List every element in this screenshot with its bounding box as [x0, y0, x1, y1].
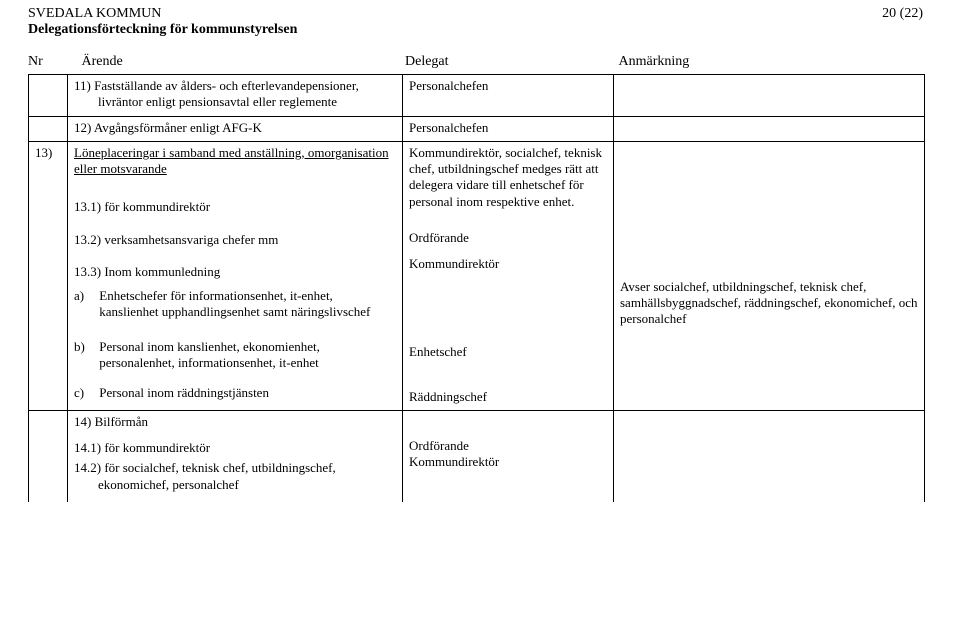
cell-anm-empty	[614, 435, 925, 502]
marker: c)	[74, 385, 96, 401]
sub-13-b: b) Personal inom kanslienhet, ekonomienh…	[74, 339, 396, 372]
cell-delegat: Ordförande Kommundirektör	[403, 435, 614, 502]
arende-text: 12) Avgångsförmåner enligt AFG-K	[74, 120, 396, 136]
delegat-14-1: Ordförande	[409, 438, 607, 454]
row-num-blank	[29, 435, 68, 502]
text: verksamhetsansvariga chefer mm	[104, 232, 278, 247]
table-row: 14) Bilförmån	[29, 410, 925, 435]
sub-13-1: 13.1) för kommundirektör	[74, 199, 396, 215]
text: för socialchef, teknisk chef, utbildning…	[98, 460, 336, 491]
cell-arende: 14) Bilförmån	[68, 410, 403, 435]
text: för kommundirektör	[104, 440, 210, 455]
cell-anm	[614, 116, 925, 141]
marker: 13.2)	[74, 232, 101, 247]
page-number: 20 (22)	[882, 6, 923, 22]
sub-13-2: 13.2) verksamhetsansvariga chefer mm	[74, 232, 396, 248]
col-nr: Nr	[28, 54, 78, 70]
delegat-13-c: Räddningschef	[409, 389, 607, 405]
sub-14-1: 14.1) för kommundirektör 14.2) för socia…	[74, 440, 396, 493]
sub-13-3: 13.3) Inom kommunledning	[74, 264, 396, 280]
delegat-13-top: Kommundirektör, socialchef, teknisk chef…	[409, 145, 607, 210]
table-row: 11) Fastställande av ålders- och efterle…	[29, 75, 925, 117]
arende-text: 14) Bilförmån	[74, 414, 396, 430]
cell-delegat-empty	[403, 410, 614, 435]
doc-header: SVEDALA KOMMUN Delegationsförteckning fö…	[28, 6, 297, 38]
col-arende: Ärende	[82, 54, 402, 70]
sub-13-c: c) Personal inom räddningstjänsten	[74, 385, 396, 401]
marker: 13.1)	[74, 199, 101, 214]
arende-text: 11) Fastställande av ålders- och efterle…	[74, 78, 396, 111]
table-row: 14.1) för kommundirektör 14.2) för socia…	[29, 435, 925, 502]
cell-anm-empty	[614, 410, 925, 435]
marker: 14.2)	[74, 460, 101, 475]
marker: 13.3)	[74, 264, 101, 279]
cell-arende: Löneplaceringar i samband med anställnin…	[68, 141, 403, 410]
cell-delegat: Kommundirektör, socialchef, teknisk chef…	[403, 141, 614, 410]
marker: b)	[74, 339, 96, 355]
sub-13-a: a) Enhetschefer för informationsenhet, i…	[74, 288, 396, 321]
r13-underlined: Löneplaceringar i samband med anställnin…	[74, 145, 389, 176]
delegat-13-b: Enhetschef	[409, 344, 607, 360]
r13-intro: Löneplaceringar i samband med anställnin…	[74, 145, 396, 178]
cell-arende: 11) Fastställande av ålders- och efterle…	[68, 75, 403, 117]
marker: 14.1)	[74, 440, 101, 455]
delegat-13-2: Ordförande	[409, 230, 607, 246]
org-name: SVEDALA KOMMUN	[28, 6, 297, 22]
cell-anm: Avser socialchef, utbildningschef, tekni…	[614, 141, 925, 410]
row-num: 13)	[29, 141, 68, 410]
column-headers: Nr Ärende Delegat Anmärkning	[28, 54, 931, 70]
cell-arende: 12) Avgångsförmåner enligt AFG-K	[68, 116, 403, 141]
text: Personal inom räddningstjänsten	[99, 385, 387, 401]
cell-arende: 14.1) för kommundirektör 14.2) för socia…	[68, 435, 403, 502]
table-row: 12) Avgångsförmåner enligt AFG-K Persona…	[29, 116, 925, 141]
delegat-13-3: Kommundirektör	[409, 256, 607, 272]
col-delegat: Delegat	[405, 54, 615, 70]
doc-title: Delegationsförteckning för kommunstyrels…	[28, 22, 297, 38]
text: Enhetschefer för informationsenhet, it-e…	[99, 288, 387, 321]
cell-anm	[614, 75, 925, 117]
col-anm: Anmärkning	[619, 54, 690, 70]
row-num-blank	[29, 410, 68, 435]
marker: a)	[74, 288, 96, 304]
text: för kommundirektör	[104, 199, 210, 214]
row-num-blank	[29, 116, 68, 141]
table-row: 13) Löneplaceringar i samband med anstäl…	[29, 141, 925, 410]
cell-delegat: Personalchefen	[403, 75, 614, 117]
anm-13-3: Avser socialchef, utbildningschef, tekni…	[620, 279, 918, 328]
text: Inom kommunledning	[104, 264, 220, 279]
text: Personal inom kanslienhet, ekonomienhet,…	[99, 339, 387, 372]
delegation-table: 11) Fastställande av ålders- och efterle…	[28, 74, 925, 502]
row-num-blank	[29, 75, 68, 117]
delegat-14-2: Kommundirektör	[409, 454, 607, 470]
cell-delegat: Personalchefen	[403, 116, 614, 141]
